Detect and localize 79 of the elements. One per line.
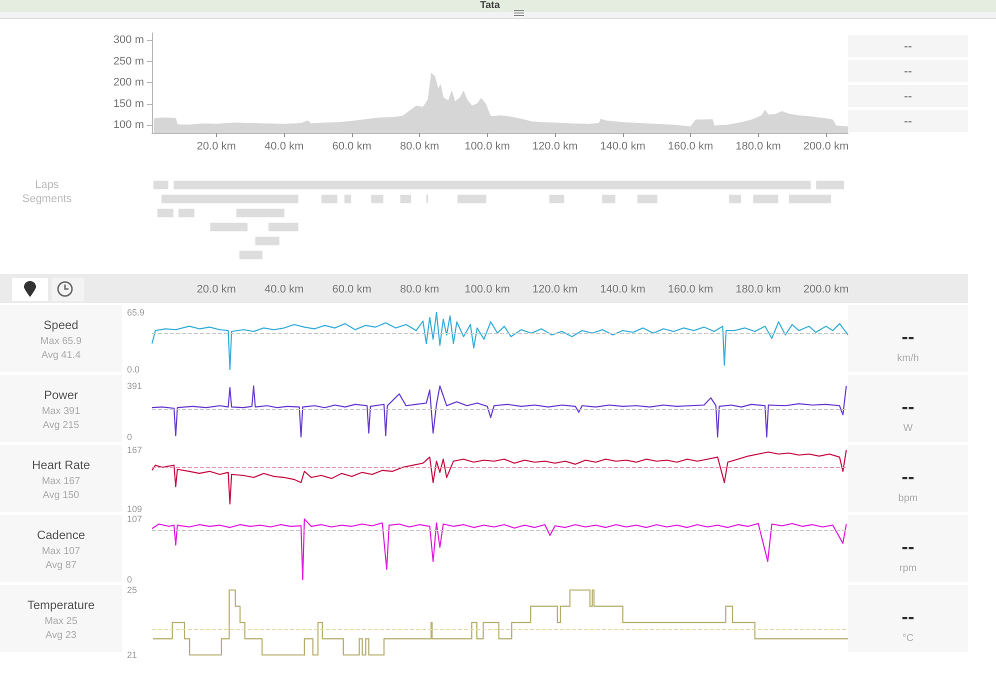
x-tick-label: 100.0 km: [464, 140, 510, 152]
bar: [236, 208, 284, 218]
info-panel: -- rpm: [848, 515, 968, 582]
bar: [729, 194, 741, 204]
text: --: [848, 85, 968, 107]
x-tick-label: 60.0 km: [332, 140, 372, 152]
bar: [321, 194, 338, 204]
y-tick-label: 300 m: [113, 34, 144, 46]
line-series: [151, 312, 849, 370]
y-tick-label: 25: [127, 585, 138, 595]
y-tick-label: 100 m: [113, 118, 144, 131]
info-panel: -- °C: [848, 585, 968, 652]
bar: [161, 194, 298, 204]
y-tick-label: 107: [127, 514, 142, 524]
bar: [344, 194, 352, 204]
chart-title: Power: [42, 388, 79, 402]
info-panel: -- bpm: [848, 445, 968, 512]
bar: [602, 194, 616, 204]
x-tick-label: 100.0 km: [464, 284, 510, 296]
y-tick-label: 65.9: [127, 308, 145, 318]
y-tick-label: 200 m: [113, 76, 144, 89]
info-panel: Speed Max 65.9 Avg 41.4: [0, 305, 122, 372]
bar: [239, 250, 262, 260]
bar: [789, 194, 832, 204]
info-panel: -- km/h: [848, 305, 968, 372]
y-tick-label: 391: [127, 381, 142, 391]
x-tick-label: 160.0 km: [668, 140, 714, 152]
y-tick-label: 0: [127, 574, 132, 584]
x-tick-label: 20.0 km: [196, 140, 236, 152]
x-tick-label: 120.0 km: [532, 284, 578, 296]
x-tick-label: 160.0 km: [668, 284, 714, 296]
bar: [153, 180, 168, 190]
bar: [174, 180, 811, 190]
x-tick-label: 140.0 km: [600, 284, 646, 296]
bar: [178, 208, 194, 218]
x-tick-label: 180.0 km: [736, 140, 781, 152]
text: --: [848, 35, 968, 57]
x-tick-label: 60.0 km: [332, 284, 372, 296]
y-tick-label: Laps: [35, 179, 60, 191]
y-tick-label: 21: [127, 650, 138, 660]
x-tick-label: 200.0 km: [803, 140, 849, 152]
info-panel: Temperature Max 25 Avg 23: [0, 585, 122, 652]
line-series: [151, 385, 847, 438]
map-picture: Tata: [0, 0, 996, 12]
x-tick-label: 40.0 km: [264, 140, 304, 152]
x-tick-label: 140.0 km: [600, 140, 646, 152]
y-tick-label: 250 m: [113, 55, 144, 68]
bar: [816, 180, 844, 190]
line-series: [151, 518, 847, 580]
x-tick-label: 200.0 km: [803, 284, 849, 296]
y-tick-label: 0: [127, 432, 132, 442]
x-tick-label: 20.0 km: [196, 284, 236, 296]
y-tick-label: 150 m: [113, 98, 144, 110]
y-tick-label: 167: [127, 445, 142, 455]
y-tick-label: Segments: [22, 193, 72, 205]
y-tick-label: 109: [127, 504, 142, 514]
info-panel: Heart Rate Max 167 Avg 150: [0, 445, 122, 512]
line-series: [151, 449, 847, 505]
bar: [157, 208, 174, 218]
text: --: [848, 60, 968, 82]
x-tick-label: 120.0 km: [532, 140, 578, 152]
bar: [255, 236, 280, 246]
x-tick-label: 180.0 km: [736, 284, 781, 296]
bar: [268, 222, 298, 232]
x-tick-label: 80.0 km: [400, 140, 440, 152]
info-panel: -- W: [848, 375, 968, 442]
bar: [371, 194, 384, 204]
info-panel: Power Max 391 Avg 215: [0, 375, 122, 442]
text: --: [848, 110, 968, 132]
bar: [753, 194, 778, 204]
bar: [400, 194, 412, 204]
x-tick-label: 40.0 km: [264, 284, 304, 296]
info-panel: Cadence Max 107 Avg 87: [0, 515, 122, 582]
bar: [210, 222, 248, 232]
bar: [637, 194, 658, 204]
y-tick-label: 0.0: [127, 364, 140, 374]
x-tick-label: 80.0 km: [400, 284, 440, 296]
bar: [457, 194, 486, 204]
bar: [549, 194, 564, 204]
